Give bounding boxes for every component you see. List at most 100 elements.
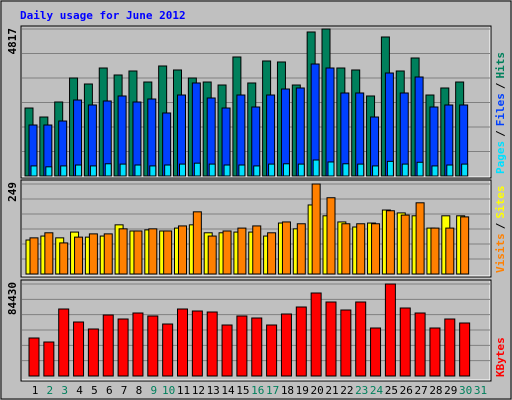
bar [134,164,142,177]
x-tick-label: 3 [61,384,68,397]
x-tick-label: 29 [444,384,457,397]
bar [73,321,85,377]
bar [102,314,114,377]
x-tick-label: 12 [192,384,205,397]
x-tick-label: 19 [296,384,309,397]
bar [236,315,248,377]
legend-entry: Pages [494,141,507,174]
x-tick-label: 1 [32,384,39,397]
bar [325,67,335,177]
y-tick-label: 4817 [6,28,19,55]
bar [281,221,291,275]
bar [459,322,471,377]
bar [117,318,129,377]
bar [401,163,409,177]
x-tick-label: 24 [370,384,384,397]
bar [253,165,261,177]
bar [221,324,233,377]
bar [355,92,365,177]
x-tick-label: 7 [121,384,128,397]
bar [192,211,202,275]
legend-separator: / [494,222,507,229]
bar [59,242,69,275]
bar [208,163,216,177]
bar [193,162,201,177]
bar [238,164,246,177]
bar [87,328,99,377]
bar [267,232,277,275]
bar [327,161,335,177]
bar [28,337,40,377]
bar [280,88,290,177]
x-tick-label: 2 [47,384,54,397]
bar [312,159,320,177]
bar [431,165,439,177]
bar [45,166,53,177]
bar [310,63,320,177]
bar [444,318,456,377]
legend-entry: Sites [494,186,507,219]
legend: KBytes [494,337,507,377]
bar [206,311,218,377]
x-tick-label: 31 [474,384,487,397]
x-tick-label: 20 [311,384,324,397]
bar [326,197,336,275]
bar [372,165,380,177]
bar [89,165,97,177]
bar [207,235,217,275]
x-tick-label: 17 [266,384,279,397]
bar [460,216,470,275]
bar [386,160,394,177]
chart-title: Daily usage for June 2012 [20,9,186,22]
bar [58,308,70,377]
bar [325,301,337,377]
bar [384,72,394,177]
bar [29,237,39,275]
legend: Pages / Files / Hits [494,52,507,174]
bar [310,292,322,377]
bar [191,82,201,177]
y-tick-label: 249 [6,182,19,202]
bar [164,164,172,177]
legend-separator: / [494,130,507,137]
x-tick-label: 28 [429,384,442,397]
bar [357,163,365,177]
bar [162,323,174,377]
bar [356,223,366,275]
bar [371,223,381,275]
x-tick-label: 10 [162,384,175,397]
legend-entry: Hits [494,52,507,79]
bar [355,301,367,377]
bar [385,210,395,275]
bar [177,308,188,377]
x-tick-label: 23 [355,384,368,397]
bar [297,163,305,177]
bar [429,327,441,377]
bar [415,202,425,275]
bar [148,228,158,275]
bar [74,236,84,275]
x-tick-label: 9 [150,384,157,397]
bar [149,165,157,177]
bar [163,230,173,275]
bar [222,230,232,275]
bar [133,230,143,275]
bar [295,306,307,377]
x-tick-label: 5 [91,384,98,397]
x-tick-label: 15 [236,384,249,397]
x-tick-label: 22 [340,384,353,397]
legend: Visits / Sites [494,186,507,274]
x-tick-label: 18 [281,384,294,397]
bar [399,307,411,377]
bar [266,324,278,377]
bar [416,161,424,177]
bar [87,104,97,177]
bar [104,163,112,177]
bar [179,163,186,177]
bar [44,232,54,275]
x-tick-label: 21 [325,384,338,397]
bar [251,317,263,377]
bar [446,164,454,177]
